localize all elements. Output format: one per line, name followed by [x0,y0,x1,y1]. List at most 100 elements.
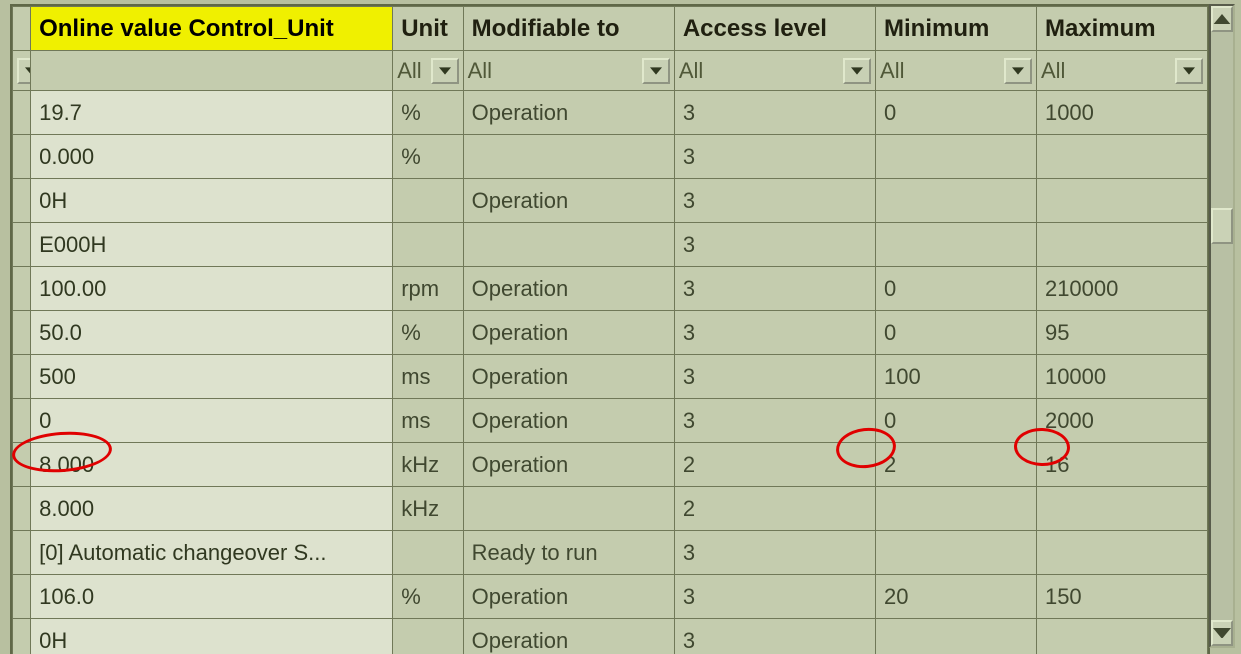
scroll-up-button[interactable] [1211,6,1233,32]
cell-online_value[interactable]: 0 [31,399,393,443]
table-row[interactable]: E000H 3 [13,223,1208,267]
cell-online_value[interactable]: 50.0 [31,311,393,355]
cell-maximum [1036,135,1207,179]
cell-online_value[interactable]: 500 [31,355,393,399]
cell-online_value[interactable]: 8.000 [31,487,393,531]
cell-online_value[interactable]: 100.00 [31,267,393,311]
cell-access: 3 [674,223,875,267]
cell-modifiable: Ready to run [463,531,674,575]
cell-modifiable: Operation [463,91,674,135]
cell-modifiable: Operation [463,443,674,487]
cell-modifiable: Operation [463,311,674,355]
scroll-track[interactable] [1211,32,1233,620]
filter-cell-minimum[interactable]: All [876,51,1037,91]
column-header-cropped[interactable] [13,7,31,51]
cell-online_value[interactable]: 8.000 [31,443,393,487]
cell-access: 3 [674,267,875,311]
cell-minimum: 100 [876,355,1037,399]
cell-minimum [876,135,1037,179]
cell-access: 3 [674,575,875,619]
cell-cropped [13,575,31,619]
cell-maximum [1036,179,1207,223]
column-header-minimum[interactable]: Minimum [876,7,1037,51]
column-header-online_value[interactable]: Online value Control_Unit [31,7,393,51]
table-row[interactable]: 8.000kHzOperation2216 [13,443,1208,487]
cell-modifiable: Operation [463,399,674,443]
filter-dropdown-button[interactable] [17,58,31,84]
cell-unit [393,223,463,267]
cell-minimum: 0 [876,399,1037,443]
table-row[interactable]: 100.00rpmOperation30210000 [13,267,1208,311]
table-row[interactable]: 50.0%Operation3095 [13,311,1208,355]
filter-dropdown-button[interactable] [431,58,459,84]
cell-minimum: 20 [876,575,1037,619]
cell-minimum: 2 [876,443,1037,487]
table-row[interactable]: 19.7%Operation301000 [13,91,1208,135]
table-row[interactable]: 0msOperation302000 [13,399,1208,443]
filter-cell-modifiable[interactable]: All [463,51,674,91]
table-row[interactable]: 0H Operation3 [13,179,1208,223]
filter-cell-maximum[interactable]: All [1036,51,1207,91]
cell-maximum [1036,619,1207,654]
cell-minimum [876,487,1037,531]
cell-cropped [13,355,31,399]
column-header-access[interactable]: Access level [674,7,875,51]
cell-modifiable: Operation [463,619,674,654]
cell-unit [393,179,463,223]
column-header-maximum[interactable]: Maximum [1036,7,1207,51]
cell-modifiable [463,135,674,179]
table-row[interactable]: 0.000%3 [13,135,1208,179]
scroll-down-button[interactable] [1211,620,1233,646]
filter-dropdown-button[interactable] [1004,58,1032,84]
cell-cropped [13,179,31,223]
cell-minimum [876,619,1037,654]
column-header-modifiable[interactable]: Modifiable to [463,7,674,51]
cell-online_value[interactable]: [0] Automatic changeover S... [31,531,393,575]
table-row[interactable]: [0] Automatic changeover S... Ready to ru… [13,531,1208,575]
table-row[interactable]: 500msOperation310010000 [13,355,1208,399]
scroll-thumb[interactable] [1211,208,1233,243]
filter-label: All [679,58,839,84]
cell-maximum: 210000 [1036,267,1207,311]
vertical-scrollbar[interactable] [1209,4,1235,648]
filter-label: All [880,58,1000,84]
filter-dropdown-button[interactable] [843,58,871,84]
cell-minimum: 0 [876,267,1037,311]
cell-access: 3 [674,619,875,654]
table-row[interactable]: 8.000kHz2 [13,487,1208,531]
filter-dropdown-button[interactable] [1175,58,1203,84]
cell-cropped [13,267,31,311]
cell-minimum [876,531,1037,575]
cell-access: 3 [674,399,875,443]
filter-cell-online_value[interactable] [31,51,393,91]
cell-access: 3 [674,311,875,355]
cell-cropped [13,619,31,654]
cell-modifiable: Operation [463,179,674,223]
cell-access: 3 [674,355,875,399]
filter-cell-access[interactable]: All [674,51,875,91]
cell-cropped [13,443,31,487]
cell-unit: % [393,135,463,179]
cell-minimum: 0 [876,311,1037,355]
cell-access: 3 [674,531,875,575]
cell-unit: kHz [393,487,463,531]
table-row[interactable]: 0H Operation3 [13,619,1208,654]
cell-access: 3 [674,179,875,223]
cell-online_value[interactable]: 106.0 [31,575,393,619]
cell-online_value[interactable]: 0H [31,179,393,223]
cell-minimum [876,179,1037,223]
column-header-unit[interactable]: Unit [393,7,463,51]
cell-online_value[interactable]: 19.7 [31,91,393,135]
cell-unit: % [393,91,463,135]
filter-dropdown-button[interactable] [642,58,670,84]
table-row[interactable]: 106.0%Operation320150 [13,575,1208,619]
filter-cell-unit[interactable]: All [393,51,463,91]
cell-online_value[interactable]: 0H [31,619,393,654]
cell-cropped [13,135,31,179]
filter-row: AllAllAllAllAll [13,51,1208,91]
cell-online_value[interactable]: E000H [31,223,393,267]
filter-cell-cropped[interactable] [13,51,31,91]
cell-unit: rpm [393,267,463,311]
cell-online_value[interactable]: 0.000 [31,135,393,179]
cell-maximum [1036,531,1207,575]
